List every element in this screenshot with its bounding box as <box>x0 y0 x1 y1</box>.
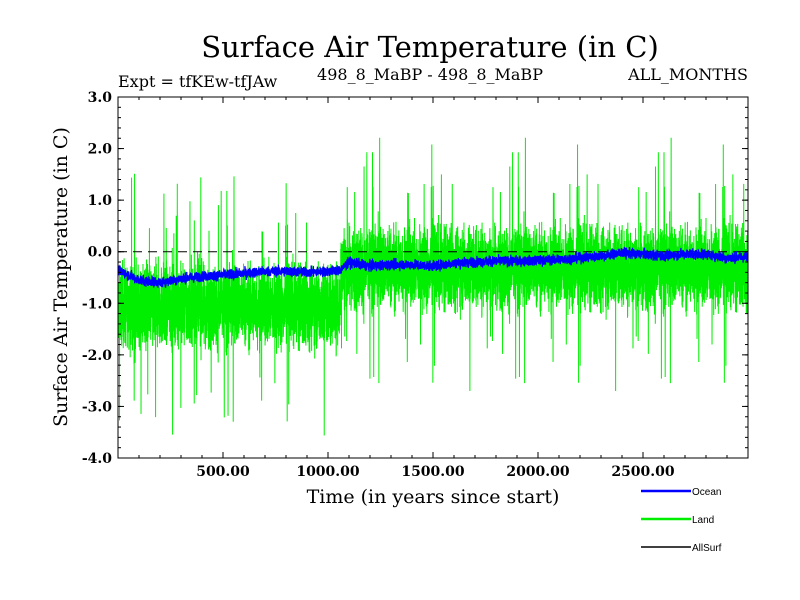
land-series-line <box>340 137 748 391</box>
y-tick-label: -2.0 <box>82 348 112 364</box>
x-tick-label: 500.00 <box>196 464 250 480</box>
y-axis-label: Surface Air Temperature (in C) <box>50 127 72 427</box>
chart-subtitle-center: 498_8_MaBP - 498_8_MaBP <box>317 65 543 84</box>
y-axis: -4.0 -3.0 -2.0 -1.0 0.0 1.0 2.0 3.0 <box>82 90 748 467</box>
legend: Ocean Land AllSurf <box>641 487 722 554</box>
x-tick-label: 1000.00 <box>296 464 360 480</box>
legend-label-land: Land <box>692 515 714 526</box>
chart-subtitle-right: ALL_MONTHS <box>627 65 748 84</box>
x-axis: 500.00 1000.00 1500.00 2000.00 2500.00 <box>138 97 728 480</box>
ocean-series-line <box>118 246 748 288</box>
chart-title: Surface Air Temperature (in C) <box>201 30 659 64</box>
y-tick-label: 2.0 <box>88 142 113 158</box>
y-tick-label: -3.0 <box>82 399 112 415</box>
y-tick-label: -4.0 <box>82 451 112 467</box>
x-tick-label: 2000.00 <box>506 464 570 480</box>
legend-label-allsurf: AllSurf <box>692 543 722 554</box>
ocean-series-layer <box>118 246 748 288</box>
x-tick-label: 2500.00 <box>611 464 675 480</box>
x-tick-label: 1500.00 <box>401 464 465 480</box>
y-tick-label: -1.0 <box>82 296 112 312</box>
legend-label-ocean: Ocean <box>692 487 721 498</box>
land-series-layer <box>118 137 748 436</box>
chart-subtitle-left: Expt = tfKEw-tfJAw <box>118 72 278 91</box>
y-tick-label: 0.0 <box>88 245 113 261</box>
y-tick-label: 1.0 <box>88 193 113 209</box>
y-tick-label: 3.0 <box>88 90 113 106</box>
x-axis-label: Time (in years since start) <box>307 486 560 508</box>
land-series-line <box>118 173 342 436</box>
